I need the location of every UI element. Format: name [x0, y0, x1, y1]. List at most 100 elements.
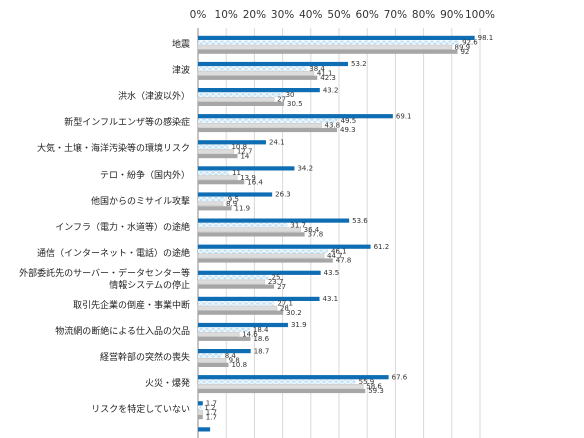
- bar: [198, 66, 307, 71]
- data-label: 42.3: [320, 74, 336, 82]
- x-tick-label: 40%: [299, 9, 322, 21]
- y-tick-label: 津波: [171, 66, 190, 77]
- data-label: 13.9: [240, 174, 256, 182]
- bar: [197, 44, 452, 50]
- data-label: 46.1: [331, 248, 347, 256]
- y-tick-label: テロ・紛争（国内外）: [99, 170, 190, 181]
- bar: [198, 296, 320, 301]
- bar: [197, 175, 238, 180]
- data-label: 36.4: [304, 226, 320, 234]
- data-label: 59.3: [368, 387, 384, 395]
- data-label: 58.6: [366, 383, 382, 391]
- bar: [198, 375, 389, 380]
- bar: [197, 201, 224, 207]
- x-tick-label: 60%: [356, 9, 379, 21]
- bar: [198, 92, 283, 97]
- data-label: 18.7: [254, 347, 270, 355]
- bar: [198, 327, 250, 332]
- data-label: 47.8: [336, 257, 352, 265]
- bar: [198, 144, 229, 149]
- x-tick-label: 80%: [412, 9, 435, 21]
- y-tick-label: インフラ（電力・水道等）の途絶: [55, 222, 190, 233]
- data-label: 38.4: [309, 65, 325, 73]
- bar: [198, 232, 305, 237]
- bar: [197, 96, 275, 102]
- y-tick-label: リスクを特定していない: [91, 405, 190, 416]
- bar: [198, 49, 458, 54]
- x-tick-label: 100%: [465, 9, 495, 21]
- bar: [198, 88, 320, 93]
- bar: [198, 336, 251, 341]
- bar: [198, 127, 338, 133]
- data-label: 44.7: [327, 252, 343, 260]
- data-label: 49.5: [341, 117, 357, 125]
- bar: [198, 35, 475, 40]
- data-label: 12.7: [237, 148, 253, 156]
- data-label: 28: [280, 304, 289, 312]
- bar: [198, 101, 285, 106]
- y-tick-label: 洪水（津波以外）: [117, 92, 190, 103]
- bar: [197, 149, 235, 154]
- data-label: 14.6: [242, 330, 258, 338]
- data-label: 8.4: [225, 352, 237, 360]
- data-label: 31.7: [290, 221, 306, 229]
- data-label: 16.4: [247, 178, 263, 186]
- data-label: 10.8: [231, 143, 247, 151]
- bar: [198, 197, 225, 202]
- data-label: 10.8: [231, 361, 247, 369]
- data-label: 1.7: [206, 409, 217, 417]
- data-label: 1.7: [206, 413, 217, 421]
- x-tick-label: 70%: [384, 9, 407, 21]
- data-label: 67.6: [392, 373, 408, 381]
- data-label: 27: [277, 96, 286, 104]
- x-tick-label: 30%: [271, 9, 294, 21]
- x-tick-label: 90%: [440, 9, 463, 21]
- bar: [197, 253, 325, 259]
- bar: [198, 192, 273, 197]
- y-tick-label: 物流網の断絶による仕入品の欠品: [55, 327, 190, 338]
- bar: [197, 123, 322, 128]
- bar: [198, 270, 321, 275]
- data-label: 41.1: [317, 69, 333, 77]
- data-label: 61.2: [374, 243, 390, 251]
- bar: [198, 223, 288, 228]
- data-label: 11: [232, 169, 241, 177]
- data-label: 43.1: [323, 295, 339, 303]
- data-label: 55.9: [359, 378, 375, 386]
- data-label: 24.1: [269, 139, 285, 147]
- data-label: 31.9: [291, 321, 307, 329]
- bar: [198, 61, 349, 67]
- bar: [198, 275, 269, 280]
- data-label: 27.1: [277, 300, 293, 308]
- y-tick-label: 新型インフルエンザ等の感染症: [64, 118, 190, 129]
- data-label: 92.6: [462, 39, 478, 47]
- bar: [198, 114, 393, 119]
- bar: [198, 170, 230, 176]
- data-label: 1.7: [206, 400, 217, 408]
- bar: [198, 310, 284, 315]
- data-label: 53.6: [352, 217, 368, 225]
- bar: [197, 305, 278, 311]
- y-tick-label: 地震: [171, 40, 190, 50]
- bar: [198, 118, 338, 123]
- y-tick-label: 他国からのミサイル攻撃: [90, 196, 190, 207]
- bar: [197, 227, 301, 233]
- data-label: 27: [277, 283, 286, 291]
- data-label: 30: [286, 91, 295, 99]
- y-tick-label: 経営幹部の突然の喪失: [99, 353, 190, 364]
- bar: [197, 384, 364, 389]
- bar: [198, 405, 202, 410]
- data-label: 18.6: [253, 335, 269, 343]
- x-tick-label: 10%: [215, 9, 238, 21]
- bar: [198, 322, 288, 328]
- bar: [198, 40, 460, 45]
- data-label: 8.9: [226, 200, 237, 208]
- bar: [198, 140, 266, 145]
- bar: [197, 331, 240, 337]
- bar: [197, 410, 203, 415]
- x-tick-label: 20%: [243, 9, 266, 21]
- data-label: 25: [272, 274, 281, 282]
- bar: [197, 358, 226, 363]
